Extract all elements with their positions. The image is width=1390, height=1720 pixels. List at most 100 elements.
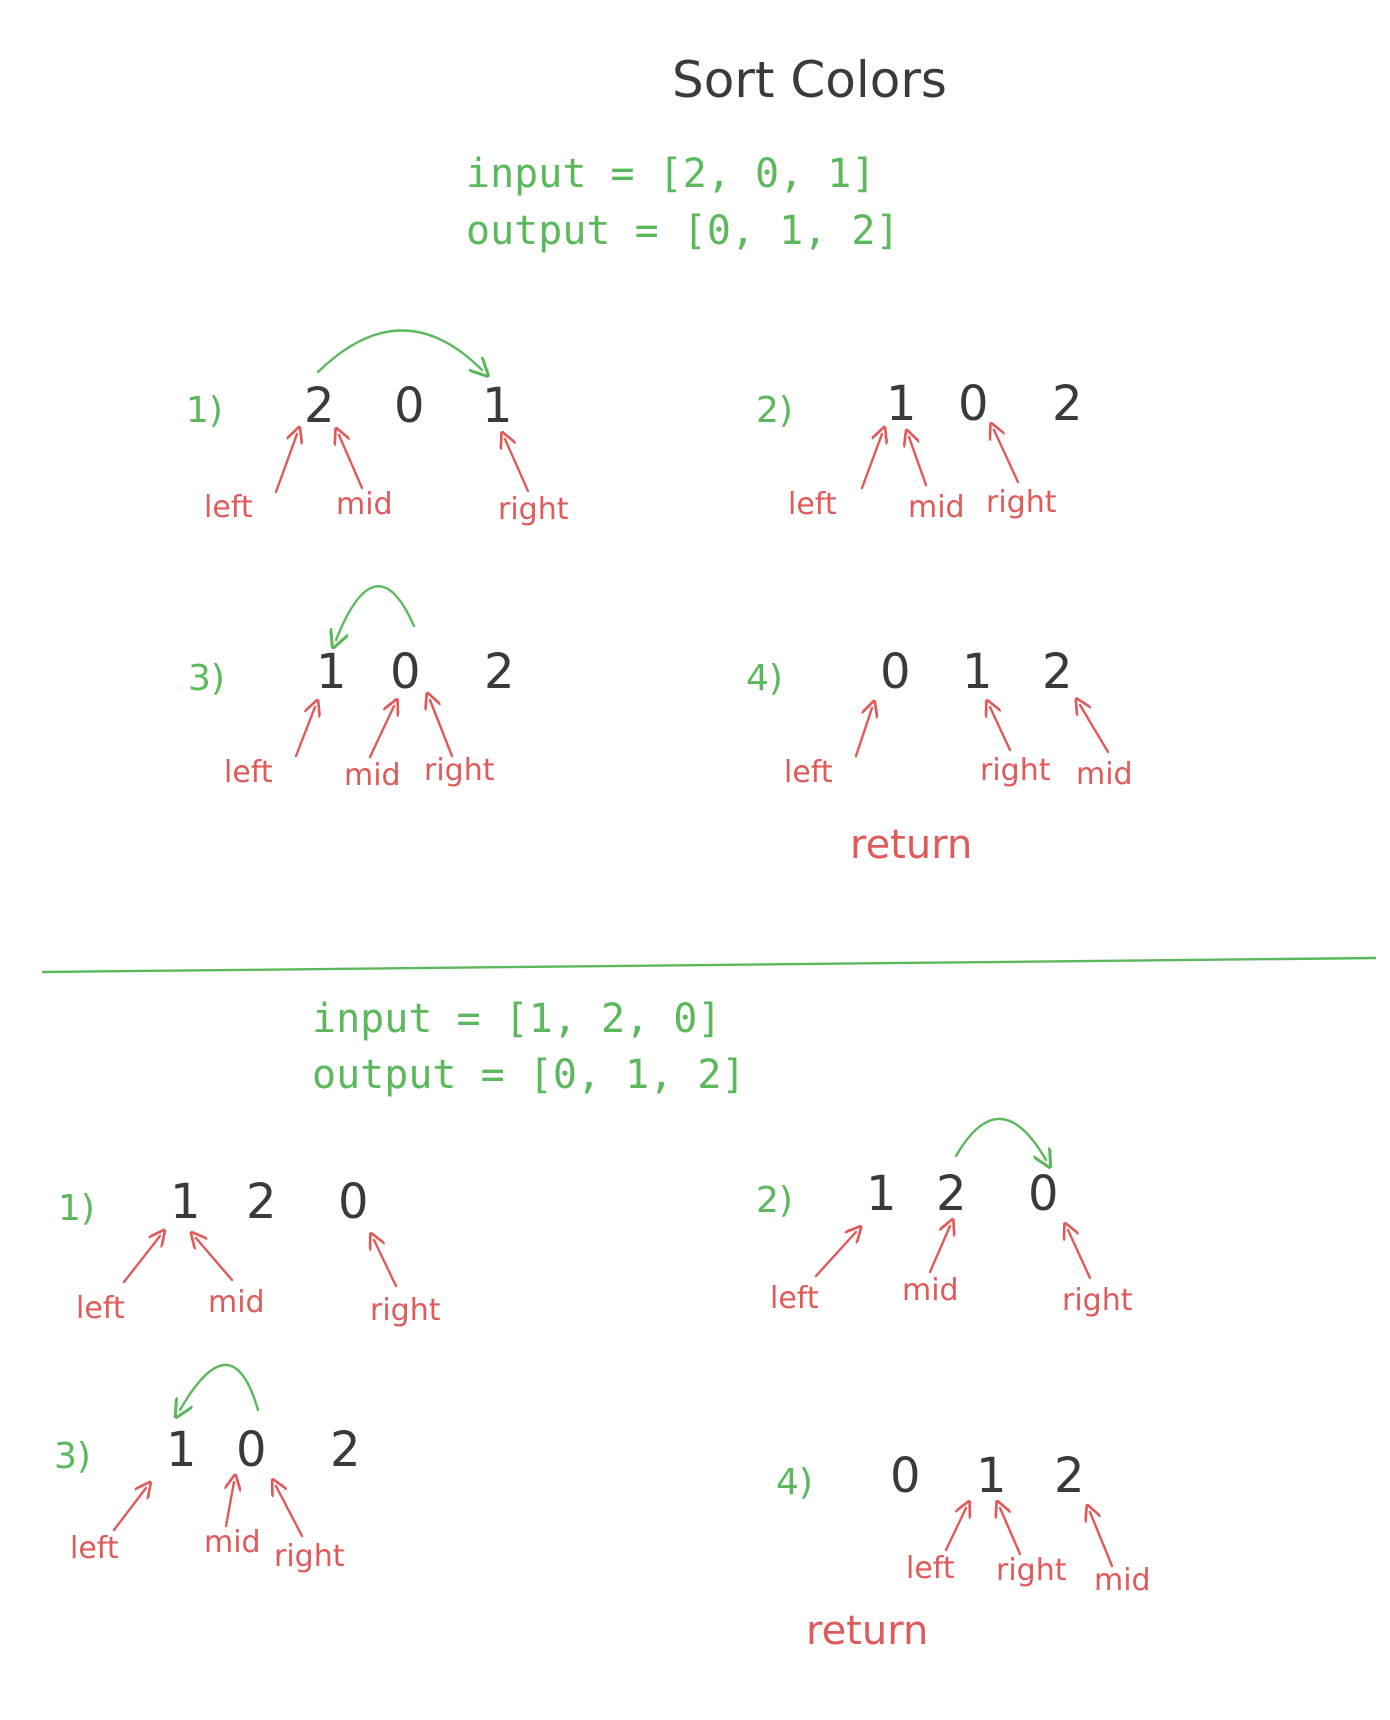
example1-step3: 3) 1 0 2 left mid right (188, 585, 515, 793)
array-value: 1 (962, 644, 993, 700)
pointer-arrow (294, 707, 315, 758)
array-value: 2 (1054, 1448, 1085, 1504)
example1-output: output = [0, 1, 2] (466, 208, 899, 254)
pointer-arrow (860, 434, 882, 490)
array-value: 1 (170, 1174, 201, 1230)
pointer-arrow (505, 439, 530, 493)
example2-step3: 3) 1 0 2 left mid right (54, 1364, 361, 1574)
pointer-arrow (368, 706, 394, 759)
pointer-left-label: left (906, 1551, 955, 1586)
array-value: 2 (484, 644, 515, 700)
array-value: 2 (330, 1422, 361, 1478)
example2-step2: 2) 1 2 0 left mid right (756, 1117, 1133, 1318)
pointer-mid-label: mid (208, 1285, 265, 1320)
pointer-arrow (274, 434, 297, 494)
pointer-right-label: right (498, 492, 569, 527)
array-value: 0 (338, 1174, 369, 1230)
pointer-right-label: right (1062, 1283, 1133, 1318)
array-value: 0 (1028, 1166, 1059, 1222)
example1-step2: 2) 1 0 2 left mid right (756, 376, 1083, 525)
swap-arrow (954, 1117, 1046, 1160)
array-value: 0 (394, 378, 425, 434)
array-value: 0 (890, 1448, 921, 1504)
pointer-arrow (1000, 1508, 1022, 1556)
array-value: 2 (304, 378, 335, 434)
pointer-mid-label: mid (1094, 1563, 1151, 1598)
array-value: 1 (316, 644, 347, 700)
pointer-arrow (994, 430, 1020, 484)
pointer-left-label: left (204, 490, 253, 525)
pointer-right-label: right (370, 1293, 441, 1328)
pointer-arrow (226, 1482, 234, 1528)
pointer-left-label: left (224, 755, 273, 790)
example1-step1: 1) 2 0 1 left mid right (186, 329, 569, 527)
step-label: 4) (746, 658, 783, 699)
pointer-left-label: left (784, 755, 833, 790)
return-label: return (850, 822, 972, 868)
example1-step4: 4) 0 1 2 left right mid return (746, 644, 1133, 868)
array-value: 1 (482, 378, 513, 434)
pointer-left-label: left (70, 1531, 119, 1566)
pointer-mid-label: mid (902, 1273, 959, 1308)
pointer-arrow (112, 1488, 146, 1532)
pointer-arrow (339, 435, 364, 490)
step-label: 3) (54, 1436, 91, 1477)
pointer-left-label: left (788, 487, 837, 522)
pointer-arrow (122, 1236, 160, 1284)
pointer-mid-label: mid (344, 758, 401, 793)
array-value: 1 (976, 1448, 1007, 1504)
pointer-arrow (944, 1508, 966, 1552)
swap-arrow (180, 1364, 260, 1410)
pointer-right-label: right (980, 753, 1051, 788)
step-label: 2) (756, 390, 793, 431)
array-value: 0 (958, 376, 989, 432)
pointer-arrow (276, 1486, 304, 1538)
step-label: 3) (188, 658, 225, 699)
pointer-arrow (1080, 705, 1110, 754)
section-divider (41, 956, 1377, 974)
example1-input: input = [2, 0, 1] (466, 151, 875, 197)
pointer-mid-label: mid (1076, 757, 1133, 792)
example2-step4: 4) 0 1 2 left right mid return (776, 1448, 1151, 1654)
array-value: 2 (1042, 644, 1073, 700)
pointer-mid-label: mid (336, 487, 393, 522)
pointer-right-label: right (424, 753, 495, 788)
pointer-mid-label: mid (204, 1525, 261, 1560)
array-value: 0 (390, 644, 421, 700)
pointer-mid-label: mid (908, 490, 965, 525)
return-label: return (806, 1608, 928, 1654)
pointer-arrow (814, 1232, 856, 1278)
example2-step1: 1) 1 2 0 left mid right (58, 1174, 441, 1328)
pointer-arrow (909, 437, 928, 487)
pointer-arrow (430, 700, 454, 758)
array-value: 0 (236, 1422, 267, 1478)
swap-arrow (336, 585, 416, 640)
array-value: 0 (880, 644, 911, 700)
pointer-arrow (374, 1240, 398, 1288)
example2-output: output = [0, 1, 2] (312, 1052, 745, 1098)
pointer-left-label: left (76, 1291, 125, 1326)
pointer-right-label: right (274, 1539, 345, 1574)
pointer-arrow (928, 1226, 950, 1274)
swap-arrow (316, 329, 482, 372)
array-value: 2 (1052, 376, 1083, 432)
array-value: 2 (936, 1166, 967, 1222)
pointer-arrow (196, 1238, 234, 1282)
pointer-arrow (1068, 1230, 1092, 1280)
pointer-right-label: right (996, 1553, 1067, 1588)
pointer-arrow (1090, 1512, 1114, 1568)
page-title: Sort Colors (672, 51, 947, 109)
pointer-arrow (990, 707, 1012, 752)
array-value: 1 (166, 1422, 197, 1478)
example2-input: input = [1, 2, 0] (312, 996, 721, 1042)
pointer-left-label: left (770, 1281, 819, 1316)
array-value: 1 (886, 376, 917, 432)
step-label: 1) (58, 1188, 95, 1229)
pointer-right-label: right (986, 485, 1057, 520)
step-label: 2) (756, 1180, 793, 1221)
array-value: 2 (246, 1174, 277, 1230)
pointer-arrow (854, 708, 872, 758)
array-value: 1 (866, 1166, 897, 1222)
step-label: 1) (186, 390, 223, 431)
